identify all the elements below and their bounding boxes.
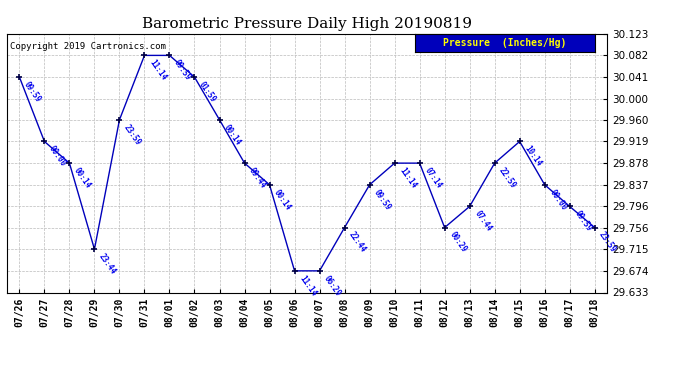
Text: 22:44: 22:44	[347, 230, 368, 254]
Text: 00:14: 00:14	[222, 123, 243, 147]
Text: 09:59: 09:59	[373, 188, 393, 211]
Text: 09:44: 09:44	[247, 166, 268, 190]
Text: 23:44: 23:44	[97, 252, 118, 276]
Text: 00:14: 00:14	[273, 188, 293, 211]
Text: 00:00: 00:00	[547, 188, 568, 211]
Text: 10:14: 10:14	[522, 144, 543, 168]
Text: 11:14: 11:14	[297, 274, 318, 298]
Text: 11:14: 11:14	[397, 166, 418, 190]
Text: 09:59: 09:59	[22, 80, 43, 104]
Text: 06:29: 06:29	[322, 274, 343, 298]
Text: 09:59: 09:59	[172, 58, 193, 82]
Text: 00:29: 00:29	[447, 230, 468, 254]
Text: Copyright 2019 Cartronics.com: Copyright 2019 Cartronics.com	[10, 42, 166, 51]
Text: 22:59: 22:59	[497, 166, 518, 190]
Text: 11:14: 11:14	[147, 58, 168, 82]
Text: 09:59: 09:59	[573, 209, 593, 233]
Title: Barometric Pressure Daily High 20190819: Barometric Pressure Daily High 20190819	[142, 17, 472, 31]
Text: 23:59: 23:59	[598, 230, 618, 254]
Text: 01:59: 01:59	[197, 80, 218, 104]
Text: 23:59: 23:59	[122, 123, 143, 147]
Text: 07:14: 07:14	[422, 166, 443, 190]
Text: 00:00: 00:00	[47, 144, 68, 168]
Text: 07:44: 07:44	[473, 209, 493, 233]
Text: 00:14: 00:14	[72, 166, 93, 190]
